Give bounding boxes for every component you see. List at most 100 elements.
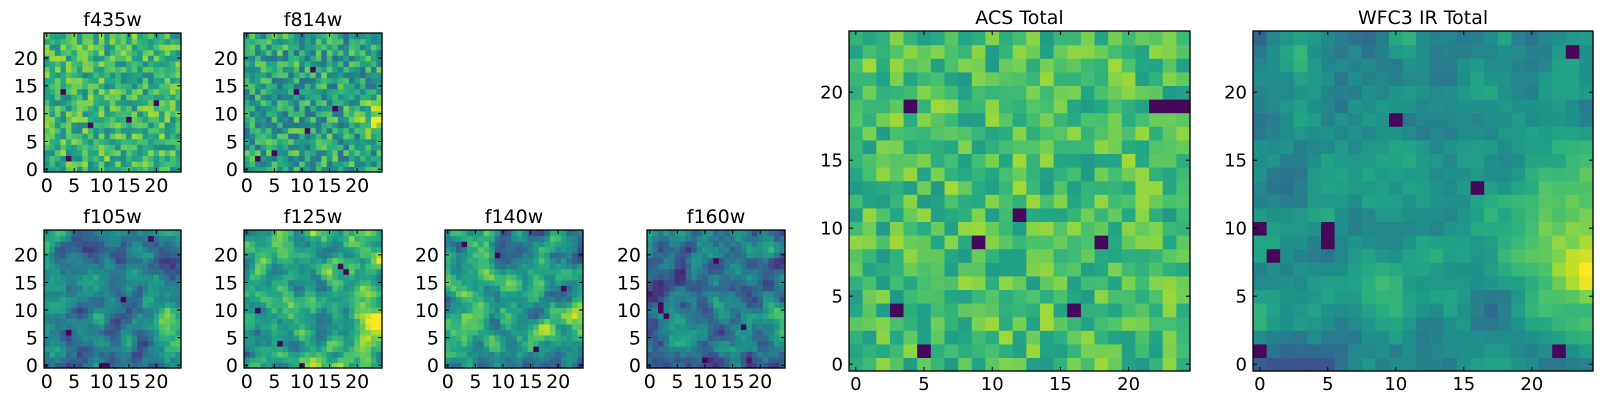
heatmap-cell xyxy=(153,83,160,90)
heatmap-cell xyxy=(751,246,758,253)
heatmap-cell xyxy=(1429,248,1444,263)
x-tick-label: 0 xyxy=(241,371,253,393)
heatmap-cell xyxy=(354,356,361,364)
heatmap-cell xyxy=(696,318,703,325)
heatmap-cell xyxy=(1375,153,1390,168)
heatmap-cell xyxy=(751,345,758,353)
heatmap-cell xyxy=(60,257,67,264)
heatmap-cell xyxy=(260,268,267,275)
heatmap-cell xyxy=(1443,357,1458,372)
heatmap-cell xyxy=(472,268,479,275)
heatmap-cell xyxy=(376,71,383,79)
heatmap-cell xyxy=(175,149,182,156)
heatmap-cell xyxy=(321,116,328,123)
heatmap-cell xyxy=(44,257,51,264)
heatmap-cell xyxy=(489,274,496,281)
heatmap-cell xyxy=(1525,194,1540,209)
heatmap-cell xyxy=(126,296,133,303)
heatmap-cell xyxy=(109,252,116,259)
heatmap-cell xyxy=(674,351,681,358)
heatmap-cell xyxy=(735,323,742,330)
heatmap-cell xyxy=(343,362,350,369)
heatmap-cell xyxy=(729,246,736,253)
heatmap-cell xyxy=(164,345,171,353)
heatmap-cell xyxy=(1375,180,1390,195)
heatmap-cell xyxy=(321,155,328,162)
heatmap-cell xyxy=(1039,289,1055,304)
heatmap-cell xyxy=(120,116,127,123)
heatmap-cell xyxy=(76,127,83,134)
heatmap-cell xyxy=(516,241,523,248)
heatmap-cell xyxy=(691,252,698,259)
heatmap-cell xyxy=(60,356,67,364)
heatmap-cell xyxy=(104,44,111,51)
heatmap-cell xyxy=(1266,316,1281,331)
heatmap-cell xyxy=(288,60,295,67)
heatmap-cell xyxy=(566,290,573,297)
heatmap-cell xyxy=(288,133,295,140)
heatmap-cell xyxy=(505,307,512,314)
heatmap-cell xyxy=(1012,71,1027,86)
heatmap-cell xyxy=(76,149,83,156)
heatmap-cell xyxy=(148,235,155,242)
heatmap-cell xyxy=(304,323,311,330)
heatmap-cell xyxy=(310,274,317,281)
heatmap-cell xyxy=(93,33,100,40)
heatmap-cell xyxy=(310,127,317,134)
x-tick-label: 5 xyxy=(918,374,929,395)
heatmap-cell xyxy=(1565,221,1580,236)
heatmap-cell xyxy=(304,133,311,140)
heatmap-cell xyxy=(1293,180,1308,195)
heatmap-cell xyxy=(999,194,1014,209)
heatmap-cell xyxy=(516,356,523,364)
heatmap-cell xyxy=(985,275,1000,290)
heatmap-cell xyxy=(527,312,534,319)
heatmap-cell xyxy=(467,340,474,347)
heatmap-cell xyxy=(115,312,122,319)
heatmap-cell xyxy=(343,127,350,134)
heatmap-cell xyxy=(299,155,306,162)
heatmap-cell xyxy=(288,127,295,134)
heatmap-cell xyxy=(999,71,1014,86)
heatmap-cell xyxy=(126,149,133,156)
heatmap-cell xyxy=(370,274,378,281)
heatmap-cell xyxy=(1511,180,1526,195)
y-tick-label: 20 xyxy=(14,245,38,267)
heatmap-cell xyxy=(571,230,579,237)
heatmap-cell xyxy=(315,285,322,292)
heatmap-cell xyxy=(663,296,670,303)
heatmap-cell xyxy=(1334,316,1349,331)
heatmap-cell xyxy=(522,290,529,297)
heatmap-cell xyxy=(930,31,946,46)
heatmap-cell xyxy=(293,33,300,40)
heatmap-cell xyxy=(685,257,692,264)
heatmap-cell xyxy=(740,334,747,341)
heatmap-cell xyxy=(555,301,562,308)
heatmap-cell xyxy=(142,166,149,173)
heatmap-cell xyxy=(729,301,736,308)
heatmap-cell xyxy=(321,99,328,106)
heatmap-cell xyxy=(255,312,262,319)
heatmap-cell xyxy=(958,44,973,59)
heatmap-cell xyxy=(299,334,306,341)
heatmap-cell xyxy=(1053,275,1068,290)
heatmap-cell xyxy=(266,55,273,62)
heatmap-cell xyxy=(131,263,138,270)
heatmap-cell xyxy=(354,94,361,101)
heatmap-cell xyxy=(137,38,144,45)
heatmap-cell xyxy=(544,230,551,237)
heatmap-cell xyxy=(691,257,698,264)
heatmap-cell xyxy=(560,312,568,319)
heatmap-cell xyxy=(1525,167,1540,182)
heatmap-cell xyxy=(299,144,306,151)
heatmap-cell xyxy=(1121,167,1137,182)
heatmap-cell xyxy=(288,279,295,286)
heatmap-cell xyxy=(1525,330,1540,345)
heatmap-cell xyxy=(999,207,1014,222)
heatmap-cell xyxy=(370,241,378,248)
heatmap-cell xyxy=(505,279,512,286)
heatmap-cell xyxy=(472,334,479,341)
heatmap-cell xyxy=(120,144,127,151)
heatmap-cell xyxy=(1497,330,1512,345)
heatmap-cell xyxy=(1094,221,1109,236)
